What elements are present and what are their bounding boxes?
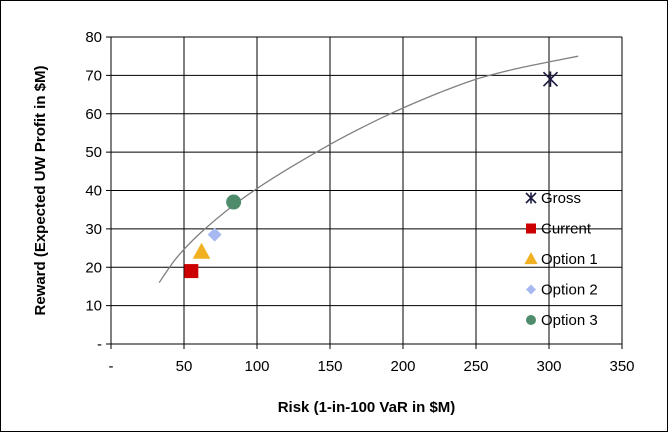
frontier-curve-layer xyxy=(158,55,579,283)
x-tick-label: 300 xyxy=(536,358,561,375)
legend-marker-current xyxy=(526,223,536,234)
data-point-option-2 xyxy=(207,227,222,242)
data-point-option-1 xyxy=(192,242,211,259)
legend-label-option-2: Option 2 xyxy=(541,282,598,299)
data-point-option-3 xyxy=(226,194,242,210)
y-tick-label: 10 xyxy=(85,298,102,315)
y-axis-title: Reward (Expected UW Profit in $M) xyxy=(32,65,49,315)
legend-marker-option-1 xyxy=(524,252,538,265)
legend-marker-option-2 xyxy=(526,284,536,295)
tick-labels: - 50 100 150 200 250 300 350 - 10 20 30 40 50 60 70 80 xyxy=(85,29,634,375)
legend-label-option-1: Option 1 xyxy=(541,251,598,268)
x-axis-title: Risk (1-in-100 VaR in $M) xyxy=(278,399,456,416)
x-tick-label: 100 xyxy=(244,358,269,375)
legend-marker-option-3 xyxy=(526,315,536,325)
y-tick-label: - xyxy=(97,336,102,353)
legend-label-current: Current xyxy=(541,221,592,238)
legend-label-gross: Gross xyxy=(541,190,581,207)
data-point-gross xyxy=(542,71,559,87)
y-tick-label: 30 xyxy=(85,221,102,238)
x-tick-label: 50 xyxy=(176,358,193,375)
x-tick-label: 250 xyxy=(463,358,488,375)
data-points xyxy=(184,71,559,279)
y-tick-label: 40 xyxy=(85,183,102,200)
y-tick-label: 60 xyxy=(85,106,102,123)
legend-label-option-3: Option 3 xyxy=(541,312,598,329)
x-tick-label: - xyxy=(109,358,114,375)
y-tick-label: 70 xyxy=(85,67,102,84)
y-tick-label: 50 xyxy=(85,144,102,161)
x-tick-label: 150 xyxy=(317,358,342,375)
legend-marker-gross xyxy=(525,192,537,204)
legend: Gross Current Option 1 Option 2 Option 3 xyxy=(524,190,598,329)
x-tick-label: 200 xyxy=(390,358,415,375)
y-tick-label: 80 xyxy=(85,29,102,46)
x-tick-label: 350 xyxy=(609,358,634,375)
y-tick-label: 20 xyxy=(85,259,102,276)
axes xyxy=(106,36,623,349)
frontier-curve xyxy=(158,55,579,283)
data-point-current xyxy=(184,264,199,279)
